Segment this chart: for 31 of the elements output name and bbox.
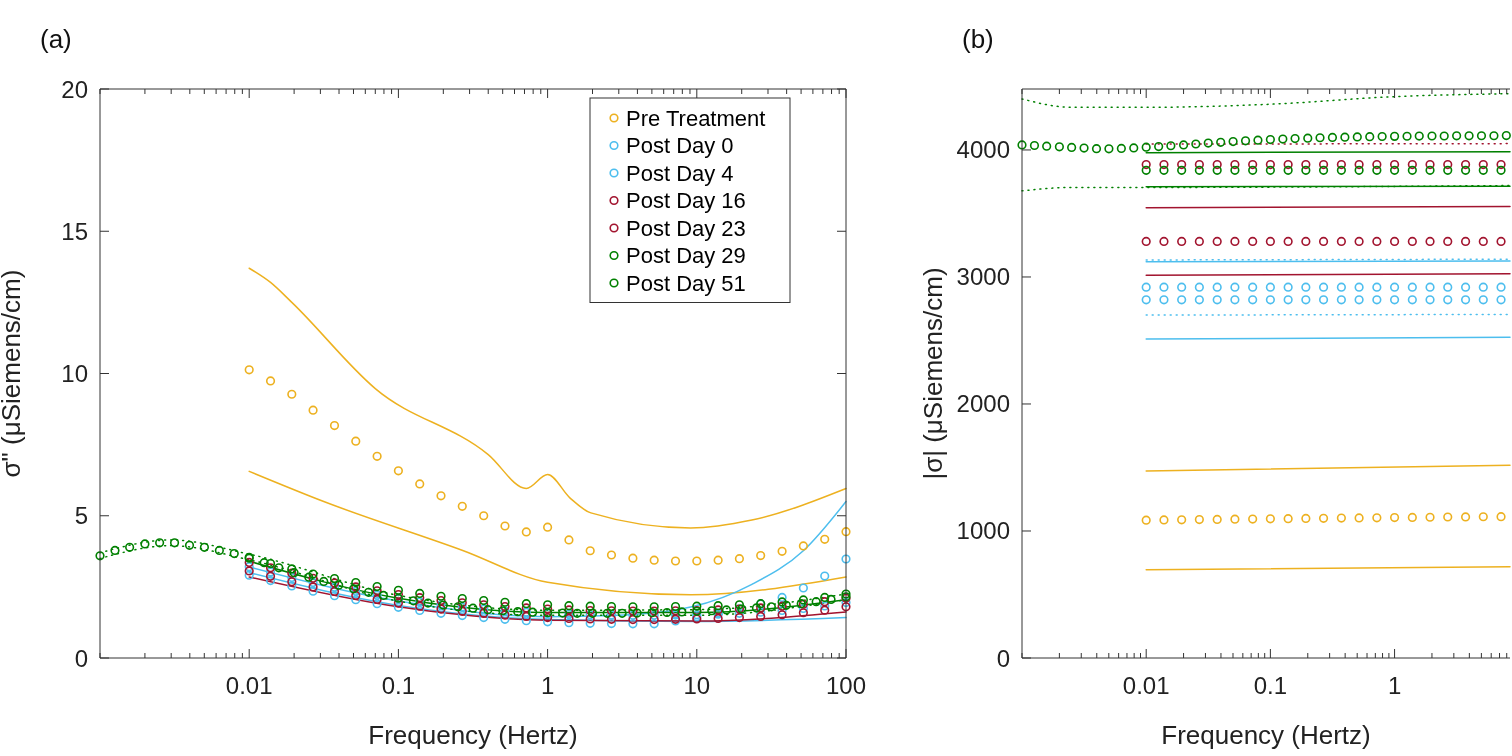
- y-axis-title: σ" (μSiemens/cm): [0, 269, 26, 478]
- x-tick-label: 1: [540, 672, 555, 699]
- legend-label: Post Day 16: [626, 188, 746, 213]
- y-tick-label: 4000: [956, 136, 1010, 164]
- x-tick-label: 0.01: [1122, 672, 1170, 699]
- legend-label: Post Day 51: [626, 270, 746, 296]
- y-tick-label: 0: [996, 644, 1010, 672]
- x-tick-label: 100: [825, 672, 867, 699]
- x-tick-label: 10: [683, 672, 711, 699]
- legend-label: Post Day 0: [626, 133, 734, 158]
- x-axis-title: Frequency (Hertz): [368, 720, 578, 750]
- x-axis-title: Frequency (Hertz): [1161, 720, 1371, 750]
- x-tick-label: 0.1: [381, 672, 416, 699]
- y-tick-label: 20: [61, 75, 88, 103]
- legend-label: Post Day 4: [626, 160, 734, 186]
- legend-label: Pre Treatment: [626, 105, 766, 131]
- chart-title: (b): [962, 24, 994, 54]
- y-tick-label: 10: [61, 360, 88, 387]
- y-tick-label: 15: [61, 217, 88, 245]
- y-tick-label: 0: [74, 644, 88, 672]
- legend-label: Post Day 23: [626, 215, 746, 241]
- y-tick-label: 2000: [956, 390, 1010, 418]
- legend-label: Post Day 29: [626, 243, 746, 268]
- x-tick-label: 1: [1387, 672, 1402, 699]
- y-tick-label: 1000: [956, 517, 1010, 545]
- x-tick-label: 0.01: [225, 672, 273, 699]
- chart-title: (a): [40, 24, 72, 54]
- y-tick-label: 3000: [956, 263, 1010, 291]
- x-tick-label: 0.1: [1253, 672, 1288, 699]
- y-axis-title: |σ| (μSiemens/cm): [918, 267, 948, 480]
- y-tick-label: 5: [74, 502, 88, 530]
